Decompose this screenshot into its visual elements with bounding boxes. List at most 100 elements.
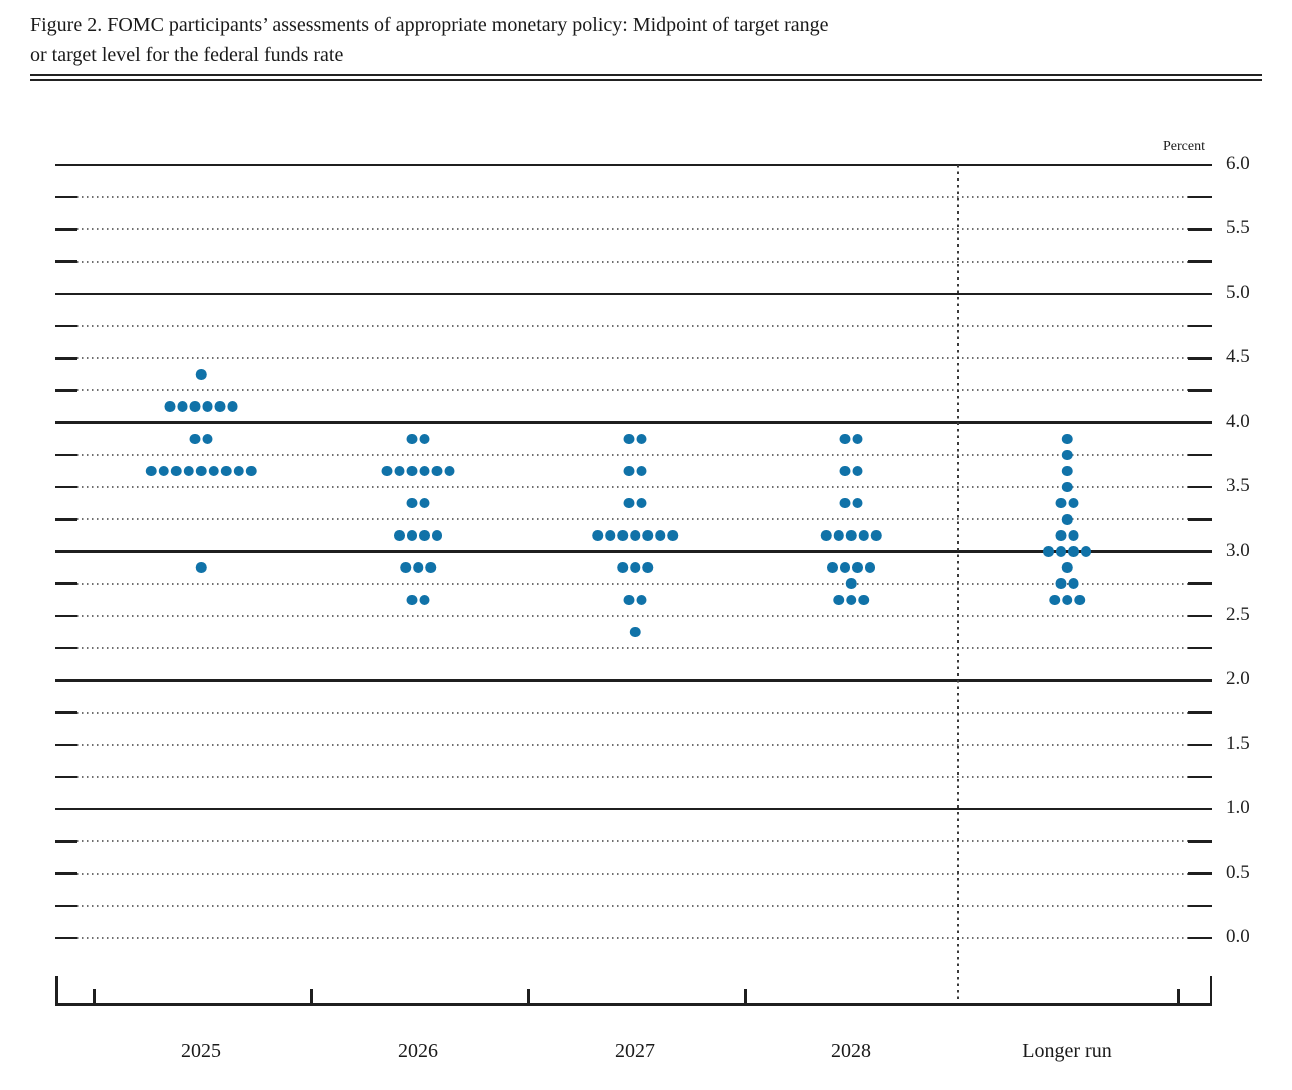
- projection-dot: [617, 530, 628, 541]
- projection-dot: [419, 497, 430, 509]
- gridline-left-tick-1.25: [55, 775, 77, 779]
- projection-dot: [617, 562, 628, 573]
- projection-dot: [858, 530, 869, 541]
- dot-row-2026-2.875: [400, 562, 436, 573]
- dot-row-2026-3.125: [394, 530, 442, 541]
- projection-dot: [654, 530, 666, 541]
- projection-dot: [170, 465, 182, 477]
- y-tick-label-5.5: 5.5: [1226, 217, 1250, 239]
- projection-dot: [839, 497, 850, 509]
- dot-row-2026-3.875: [406, 433, 430, 445]
- gridline-right-tick-0.25: [1188, 904, 1212, 908]
- dot-row-2028-2.75: [845, 578, 857, 589]
- dot-row-longer-run-3.75: [1061, 449, 1073, 461]
- projection-dot: [858, 594, 869, 606]
- projection-dot: [419, 465, 430, 477]
- gridline-solid-6.00: [55, 163, 1212, 167]
- projection-dot: [839, 562, 850, 573]
- projection-dot: [214, 401, 225, 412]
- gridline-right-tick-2.75: [1188, 582, 1212, 585]
- gridline-dotted-1.25: [77, 775, 1190, 778]
- projection-dot: [604, 530, 616, 541]
- dot-row-longer-run-3.375: [1055, 497, 1079, 509]
- gridline-right-tick-2.25: [1188, 646, 1212, 650]
- gridline-solid-1.00: [55, 807, 1212, 811]
- projection-dot: [195, 562, 207, 573]
- gridline-left-tick-0.50: [55, 872, 77, 875]
- gridline-right-tick-2.50: [1188, 614, 1212, 618]
- dot-row-2027-2.625: [623, 594, 647, 606]
- projection-dot: [227, 401, 238, 412]
- projection-dot: [1068, 497, 1079, 509]
- dot-row-longer-run-3.875: [1061, 433, 1073, 445]
- projection-dot: [158, 465, 169, 477]
- projection-dot: [419, 530, 430, 541]
- gridline-dotted-5.25: [77, 260, 1190, 263]
- gridline-left-tick-4.75: [55, 324, 77, 328]
- gridline-solid-2.00: [55, 679, 1212, 682]
- gridline-left-tick-3.50: [55, 485, 77, 489]
- projection-dot: [412, 562, 424, 573]
- dot-row-2028-3.875: [839, 433, 863, 445]
- projection-dot: [852, 562, 863, 573]
- projection-dot: [1049, 594, 1060, 606]
- projection-dot: [623, 497, 634, 509]
- projection-dot: [852, 433, 863, 445]
- dot-row-2027-2.375: [629, 626, 641, 638]
- figure-title: Figure 2. FOMC participants’ assessments…: [30, 10, 829, 70]
- dot-row-longer-run-3.625: [1061, 465, 1073, 477]
- gridline-left-tick-5.50: [55, 228, 77, 231]
- projection-dot: [833, 594, 844, 606]
- projection-dot: [419, 433, 430, 445]
- projection-dot: [1068, 578, 1079, 589]
- x-axis-tick-3: [744, 989, 747, 1005]
- gridline-dotted-1.50: [77, 743, 1190, 746]
- projection-dot: [845, 578, 857, 589]
- projection-dot: [1074, 594, 1085, 606]
- y-tick-label-2.0: 2.0: [1226, 668, 1250, 690]
- gridline-right-tick-3.25: [1188, 518, 1212, 521]
- gridline-dotted-2.75: [77, 582, 1190, 585]
- dot-row-longer-run-3.5: [1061, 481, 1073, 493]
- projection-dot: [189, 401, 200, 412]
- projection-dot: [833, 530, 844, 541]
- gridline-dotted-2.50: [77, 614, 1190, 617]
- projection-dot: [623, 433, 634, 445]
- gridline-right-tick-5.75: [1188, 195, 1212, 199]
- x-axis-tick-4: [1177, 989, 1180, 1005]
- projection-dot: [623, 465, 634, 477]
- projection-dot: [406, 465, 417, 477]
- title-divider-rule: [30, 74, 1262, 81]
- projection-dot: [444, 465, 455, 477]
- x-category-label-2028: 2028: [831, 1040, 871, 1062]
- gridline-dotted-3.25: [77, 518, 1190, 521]
- projection-dot: [425, 562, 436, 573]
- y-tick-label-1.5: 1.5: [1226, 732, 1250, 754]
- projection-dot: [164, 401, 175, 412]
- projection-dot: [406, 594, 417, 606]
- projection-dot: [1061, 465, 1073, 477]
- projection-dot: [827, 562, 838, 573]
- dot-row-2025-4.125: [164, 401, 238, 412]
- dot-row-2025-3.875: [189, 433, 213, 445]
- projection-dot: [419, 594, 430, 606]
- projection-dot: [642, 562, 653, 573]
- x-category-label-longer-run: Longer run: [1022, 1040, 1112, 1062]
- dot-row-longer-run-3.125: [1055, 530, 1079, 541]
- projection-dot: [406, 497, 417, 509]
- y-tick-label-5.0: 5.0: [1226, 281, 1250, 303]
- y-axis-unit-label: Percent: [1163, 139, 1205, 154]
- axis-corner-left: [55, 976, 58, 1006]
- gridline-left-tick-1.75: [55, 711, 77, 714]
- projection-dot: [189, 433, 200, 445]
- gridline-left-tick-4.25: [55, 389, 77, 392]
- dot-row-2025-4.375: [195, 369, 207, 380]
- projection-dot: [431, 465, 442, 477]
- projection-dot: [145, 465, 157, 477]
- gridline-left-tick-0.25: [55, 904, 77, 908]
- x-axis-tick-1: [310, 989, 313, 1005]
- y-tick-label-4.5: 4.5: [1226, 346, 1250, 368]
- gridline-left-tick-2.75: [55, 582, 77, 585]
- y-tick-label-3.5: 3.5: [1226, 475, 1250, 497]
- projection-dot: [202, 433, 213, 445]
